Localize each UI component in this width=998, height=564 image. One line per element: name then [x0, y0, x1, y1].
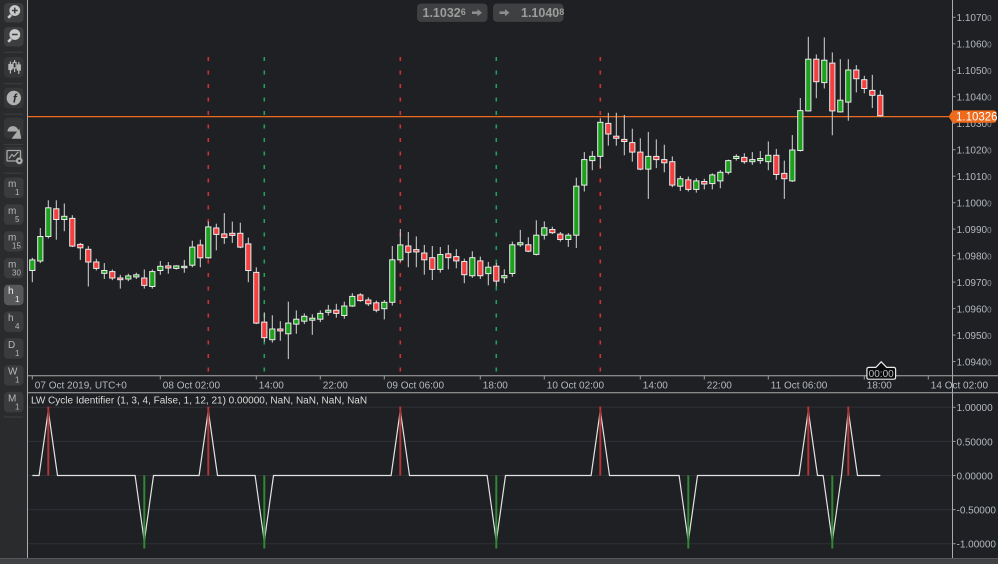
svg-text:1.09800: 1.09800: [957, 252, 993, 263]
svg-text:1.10600: 1.10600: [957, 40, 993, 51]
svg-text:18:00: 18:00: [867, 380, 892, 391]
svg-text:1.10300: 1.10300: [957, 119, 993, 130]
svg-text:11 Oct 06:00: 11 Oct 06:00: [771, 380, 828, 391]
svg-text:1.10326: 1.10326: [423, 6, 466, 20]
svg-text:1.09700: 1.09700: [957, 278, 993, 289]
svg-text:M: M: [8, 393, 16, 404]
svg-text:LW Cycle Identifier (1, 3, 4,: LW Cycle Identifier (1, 3, 4, False, 1, …: [31, 396, 367, 407]
svg-text:W: W: [8, 367, 18, 378]
svg-text:1.09900: 1.09900: [957, 225, 993, 236]
svg-text:f: f: [13, 93, 18, 105]
svg-text:1: 1: [15, 349, 20, 358]
svg-text:08 Oct 02:00: 08 Oct 02:00: [163, 380, 221, 391]
svg-text:14:00: 14:00: [643, 380, 668, 391]
svg-text:10 Oct 02:00: 10 Oct 02:00: [547, 380, 605, 391]
svg-text:30: 30: [12, 268, 21, 277]
svg-text:09 Oct 06:00: 09 Oct 06:00: [387, 380, 445, 391]
svg-text:15: 15: [12, 242, 21, 251]
svg-text:1: 1: [15, 376, 20, 385]
svg-text:1.10408: 1.10408: [521, 6, 564, 20]
svg-text:1.09400: 1.09400: [957, 357, 993, 368]
svg-text:-1.00000: -1.00000: [957, 540, 997, 551]
svg-text:1.09500: 1.09500: [957, 331, 993, 342]
svg-text:1.00000: 1.00000: [957, 403, 994, 414]
svg-text:14:00: 14:00: [259, 380, 284, 391]
svg-text:1.10200: 1.10200: [957, 146, 993, 157]
svg-text:1.10700: 1.10700: [957, 13, 993, 24]
svg-text:-0.50000: -0.50000: [957, 506, 997, 517]
svg-text:22:00: 22:00: [323, 380, 348, 391]
svg-text:m: m: [8, 259, 16, 270]
svg-text:m: m: [8, 233, 16, 244]
svg-text:m: m: [8, 179, 16, 190]
svg-text:1.10000: 1.10000: [957, 199, 993, 210]
svg-text:m: m: [8, 206, 16, 217]
svg-text:1: 1: [15, 188, 20, 197]
svg-text:1: 1: [15, 402, 20, 411]
svg-text:h: h: [8, 313, 14, 324]
svg-text:5: 5: [15, 215, 20, 224]
svg-text:1.10326: 1.10326: [956, 112, 998, 124]
svg-text:00:00: 00:00: [869, 369, 894, 380]
svg-text:D: D: [8, 340, 15, 351]
svg-text:22:00: 22:00: [707, 380, 732, 391]
svg-text:0.50000: 0.50000: [957, 437, 994, 448]
svg-text:1.10100: 1.10100: [957, 172, 993, 183]
svg-text:h: h: [8, 286, 14, 297]
svg-text:1.09600: 1.09600: [957, 305, 993, 316]
svg-text:0.00000: 0.00000: [957, 471, 994, 482]
svg-text:07 Oct 2019, UTC+0: 07 Oct 2019, UTC+0: [35, 380, 127, 391]
svg-text:18:00: 18:00: [483, 380, 508, 391]
svg-text:4: 4: [15, 322, 20, 331]
svg-text:14 Oct 02:00: 14 Oct 02:00: [931, 380, 989, 391]
svg-text:1.10400: 1.10400: [957, 93, 993, 104]
svg-text:1: 1: [15, 295, 20, 304]
svg-text:1.10500: 1.10500: [957, 66, 993, 77]
